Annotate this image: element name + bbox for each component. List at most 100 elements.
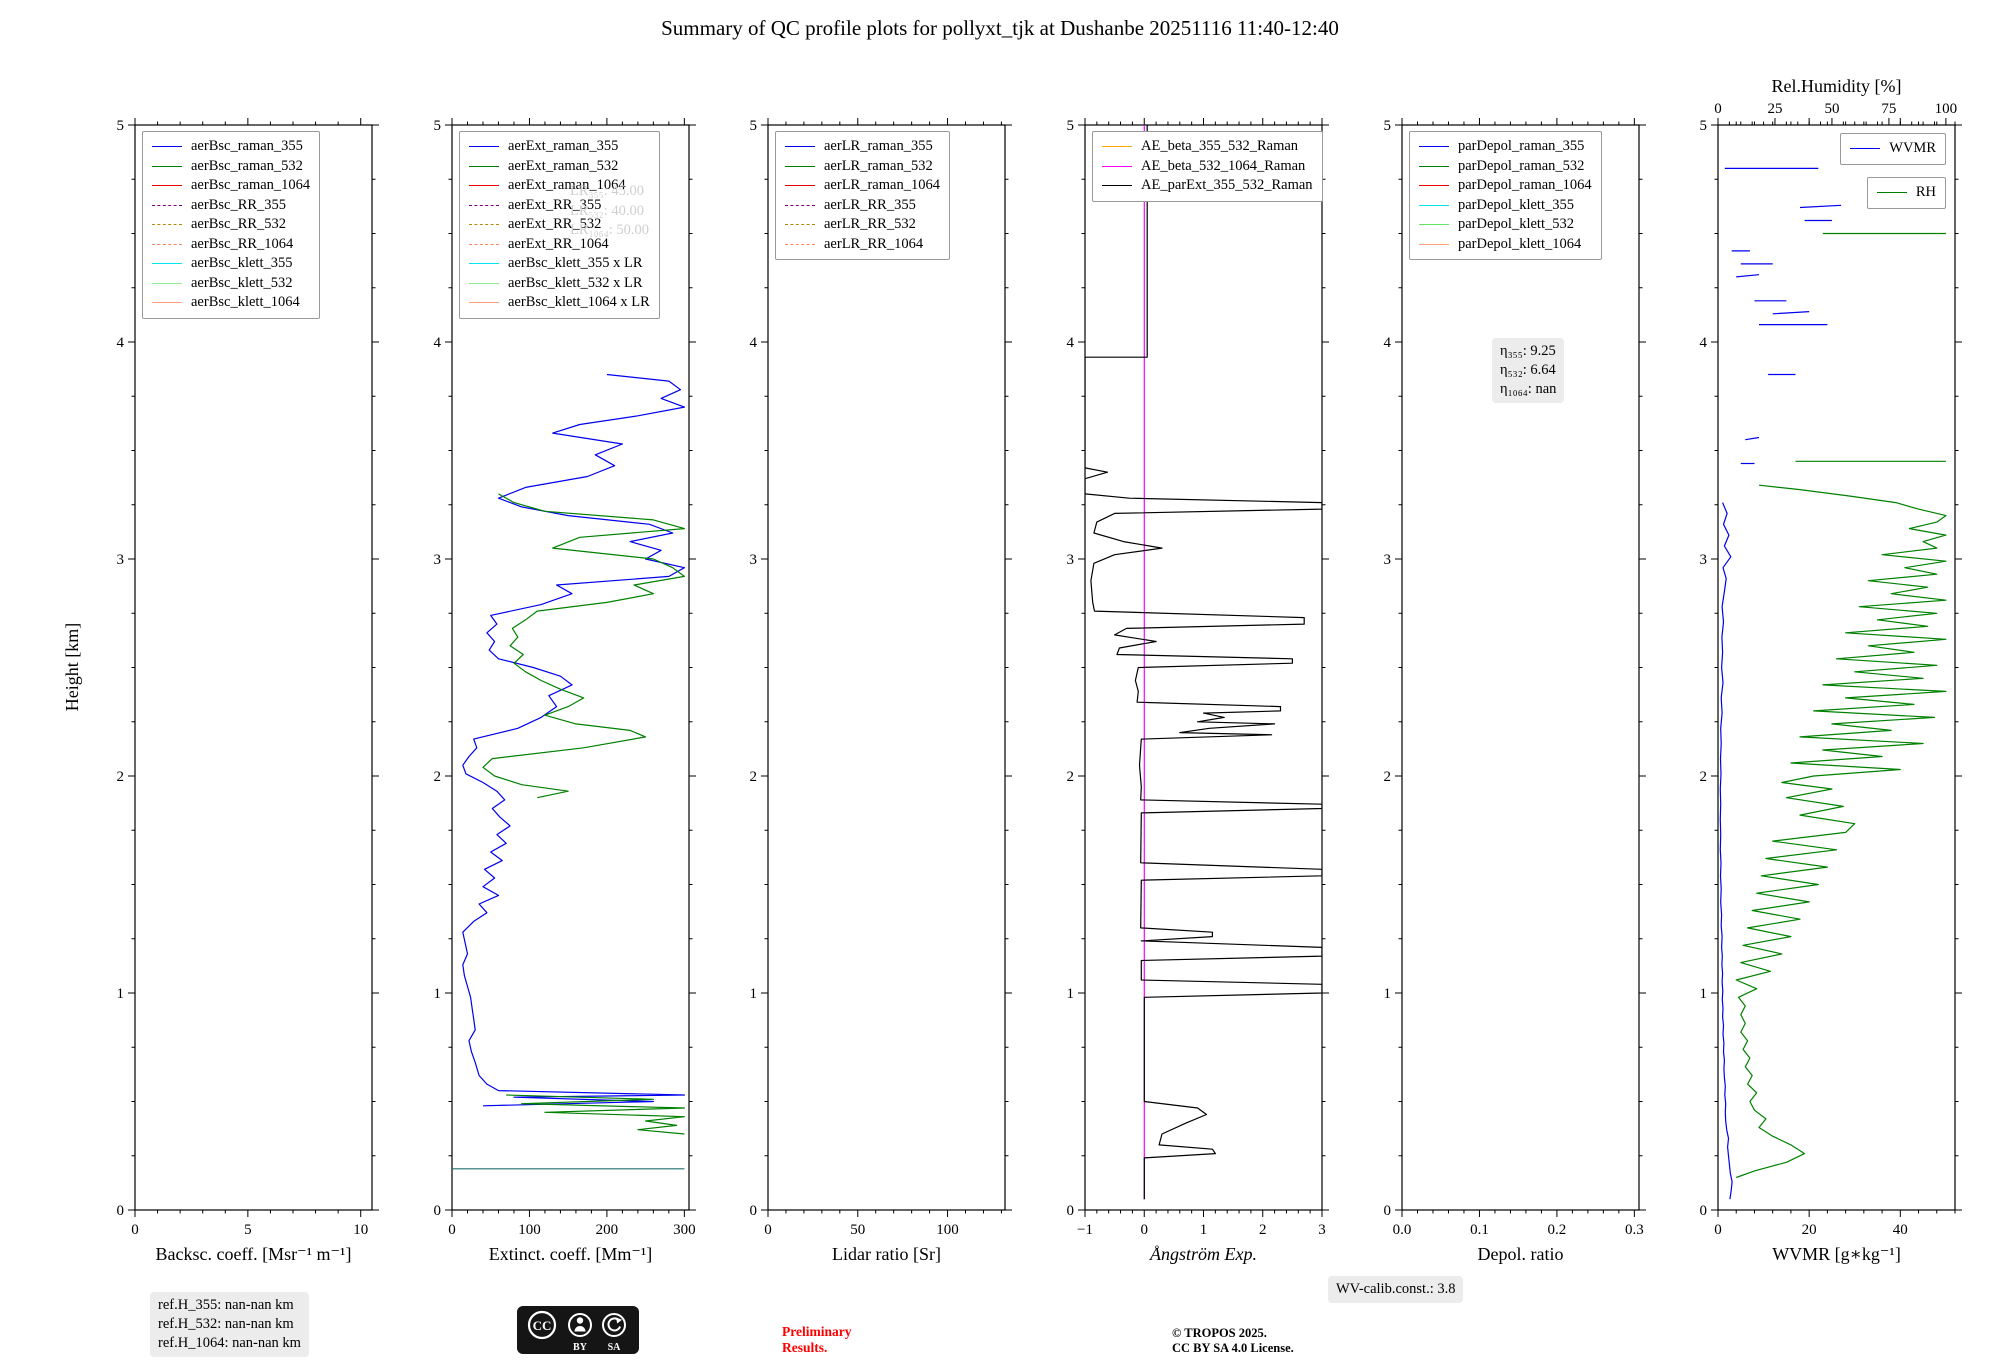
legend-line-swatch [1419,224,1449,226]
legend-line-swatch [152,263,182,265]
legend-line-swatch [152,302,182,304]
y-tick-label: 3 [750,552,758,568]
x-tick-label: 0 [1714,1222,1722,1238]
y-tick-label: 1 [750,986,758,1002]
y-tick-label: 2 [117,769,125,785]
x-axis-label-depol: Depol. ratio [1477,1244,1564,1264]
legend-dashed-line-swatch [152,224,182,226]
y-tick-label: 2 [1700,769,1708,785]
legend-item: aerExt_raman_532 [469,157,650,177]
panel-depol-plot: 0 1 2 3 4 5 0.0 0.1 0.2 0.3 [1384,118,1646,1238]
lr-annotation: LR₃₅₅: 45.00 LR₅₃₂: 40.00 LR₁₀₆₄: 50.00 [570,182,649,241]
legend-dashed-line-swatch [785,204,815,206]
x-tick-label: 0 [764,1222,772,1238]
share-alike-icon [602,1313,626,1337]
reference-heights-note: ref.H_355: nan-nan km ref.H_532: nan-nan… [150,1292,309,1357]
series-path [506,1094,685,1135]
x-tick-label: 200 [596,1222,619,1238]
legend-label: parDepol_klett_532 [1458,216,1574,233]
series-path [1745,436,1760,441]
legend-label: aerLR_RR_355 [824,196,916,213]
legend-item: parDepol_klett_1064 [1419,235,1592,255]
x-tick-label: 5 [244,1222,252,1238]
top-axis-label-rh: Rel.Humidity [%] [1771,76,1902,96]
legend-label: parDepol_klett_1064 [1458,235,1582,252]
legend-item: aerLR_raman_1064 [785,176,940,196]
legend-item: aerBsc_klett_532 x LR [469,274,650,294]
legend-label: aerLR_raman_355 [824,138,933,155]
series-path [462,373,685,1107]
series-path [1735,484,1947,1179]
y-tick-label: 0 [117,1203,125,1219]
y-tick-label: 3 [1384,552,1392,568]
series-path [1736,274,1760,278]
legend-label: aerBsc_RR_355 [191,196,287,213]
legend-line-swatch [469,282,499,284]
plot-frame [1084,124,1323,1211]
x-tick-label: 100 [936,1222,959,1238]
eta-annotation-line: η₁₀₆₄: nan [1500,381,1557,397]
legend-item: aerLR_RR_532 [785,215,940,235]
plot-frame [767,124,1006,1211]
legend-item: parDepol_klett_532 [1419,215,1592,235]
legend-line-swatch [1102,146,1132,148]
legend-label: aerExt_RR_355 [508,196,602,213]
legend-ext: aerExt_raman_355 aerExt_raman_532 aerExt_r… [459,131,660,319]
legend-line-swatch [1419,243,1449,245]
legend-item: aerBsc_raman_532 [152,157,310,177]
x-tick-label: 100 [518,1222,541,1238]
x-tick-label: −1 [1077,1222,1093,1238]
y-tick-label: 4 [117,335,125,351]
cc-by-sa-badge-graphic: CC BY SA [517,1306,639,1354]
legend-label: aerBsc_klett_1064 x LR [508,294,650,311]
legend-item: aerLR_RR_1064 [785,235,940,255]
legend-dashed-line-swatch [469,204,499,206]
x-tick-label: 2 [1259,1222,1267,1238]
y-tick-label: 4 [1700,335,1708,351]
y-tick-label: 2 [1384,769,1392,785]
legend-item: aerBsc_klett_355 x LR [469,254,650,274]
x-axis-label-wvmr: WVMR [g∗kg⁻¹] [1772,1244,1901,1264]
lr-annotation-line: LR₁₀₆₄: 50.00 [570,222,650,238]
y-tick-label: 3 [434,552,442,568]
legend-dashed-line-swatch [152,243,182,245]
y-tick-label: 0 [1700,1203,1708,1219]
legend-line-swatch [469,185,499,187]
y-tick-label: 2 [750,769,758,785]
legend-label: RH [1915,184,1936,201]
x-tick-label: 0 [1141,1222,1149,1238]
legend-label: aerBsc_raman_1064 [191,177,311,194]
ref-height-line: ref.H_355: nan-nan km [158,1297,294,1313]
y-tick-label: 4 [1067,335,1075,351]
legend-lr: aerLR_raman_355 aerLR_raman_532 aerLR_rama… [775,131,950,260]
x-axis-label-lr: Lidar ratio [Sr] [832,1244,941,1264]
y-tick-label: 3 [1067,552,1075,568]
legend-item: aerLR_RR_355 [785,196,940,216]
cc-sa-text: SA [608,1342,622,1353]
legend-line-swatch [469,263,499,265]
x-tick-label: 0.0 [1393,1222,1412,1238]
legend-line-swatch [469,146,499,148]
legend-item: parDepol_raman_355 [1419,137,1592,157]
series-path [1772,311,1810,315]
legend-item: AE_beta_355_532_Raman [1102,137,1313,157]
y-tick-label: 5 [434,118,442,134]
legend-label: AE_beta_532_1064_Raman [1141,157,1306,174]
y-tick-label: 4 [750,335,758,351]
legend-dashed-line-swatch [469,243,499,245]
y-tick-label: 1 [434,986,442,1002]
legend-line-swatch [785,185,815,187]
x-tick-label: 40 [1893,1222,1908,1238]
top-tick-label: 25 [1767,101,1782,117]
top-tick-label: 100 [1935,101,1958,117]
legend-ae: AE_beta_355_532_Raman AE_beta_532_1064_Ra… [1092,131,1323,202]
legend-label: AE_beta_355_532_Raman [1141,138,1299,155]
top-tick-label: 75 [1881,101,1896,117]
svg-text:CC: CC [533,1318,552,1333]
legend-label: aerBsc_klett_532 [191,274,293,291]
y-tick-label: 1 [117,986,125,1002]
person-icon [568,1313,592,1337]
series-path [482,493,685,799]
